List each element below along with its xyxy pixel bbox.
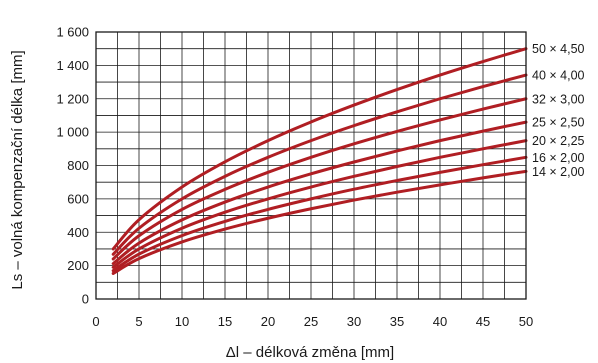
series-line <box>111 73 528 256</box>
x-tick-label: 45 <box>476 314 490 329</box>
y-tick-labels: 0 200 400 600 800 1 000 1 200 1 400 1 600 <box>56 25 89 307</box>
y-tick-label: 800 <box>67 158 89 173</box>
y-axis-title: Ls – volná kompenzační délka [mm] <box>9 50 26 289</box>
x-tick-label: 10 <box>175 314 189 329</box>
x-tick-label: 30 <box>347 314 361 329</box>
series-label: 40 × 4,00 <box>532 69 585 83</box>
x-tick-label: 5 <box>135 314 142 329</box>
series-label: 20 × 2,25 <box>532 134 585 148</box>
series-line <box>111 97 528 261</box>
series-labels: 50 × 4,50 40 × 4,00 32 × 3,00 25 × 2,50 20 ×… <box>532 42 585 179</box>
y-tick-label: 1 400 <box>56 58 89 73</box>
series-label: 32 × 3,00 <box>532 92 585 106</box>
y-tick-label: 0 <box>82 292 89 307</box>
series-label: 14 × 2,00 <box>532 165 585 179</box>
x-tick-label: 50 <box>519 314 533 329</box>
series-lines <box>111 47 528 275</box>
x-tick-label: 40 <box>433 314 447 329</box>
series-line <box>111 169 528 275</box>
series-line <box>111 47 528 251</box>
x-tick-label: 20 <box>261 314 275 329</box>
series-label: 25 × 2,50 <box>532 116 585 130</box>
series-line <box>111 120 528 266</box>
y-tick-label: 1 200 <box>56 91 89 106</box>
y-tick-label: 200 <box>67 258 89 273</box>
series-line <box>111 139 528 269</box>
x-axis-title: Δl – délková změna [mm] <box>226 344 394 361</box>
x-tick-label: 35 <box>390 314 404 329</box>
series-label: 50 × 4,50 <box>532 42 585 56</box>
x-tick-label: 0 <box>92 314 99 329</box>
series-line <box>111 155 528 273</box>
x-tick-labels: 0 5 10 15 20 25 30 35 40 45 50 <box>92 314 533 329</box>
y-tick-label: 400 <box>67 225 89 240</box>
y-tick-label: 600 <box>67 191 89 206</box>
x-tick-label: 15 <box>218 314 232 329</box>
y-tick-label: 1 600 <box>56 25 89 40</box>
x-tick-label: 25 <box>304 314 318 329</box>
plot-frame <box>95 31 527 300</box>
y-tick-label: 1 000 <box>56 125 89 140</box>
series-label: 16 × 2,00 <box>532 151 585 165</box>
grid <box>95 31 527 300</box>
plot-border <box>95 31 527 300</box>
